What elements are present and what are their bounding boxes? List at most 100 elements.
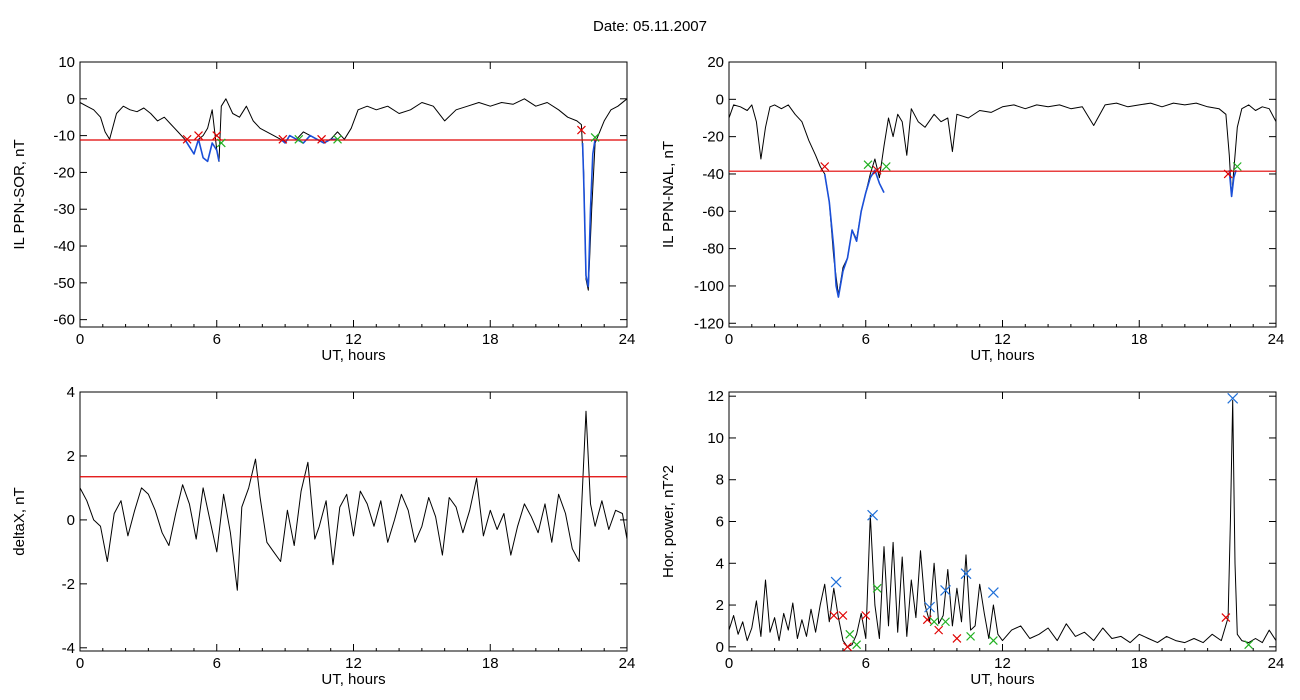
- x-tick-label: 6: [862, 331, 870, 348]
- marker-stroke: [194, 131, 203, 141]
- y-tick-label: -50: [53, 275, 75, 292]
- marker-stroke: [333, 134, 342, 144]
- x-tick-label: 0: [725, 655, 733, 672]
- marker-stroke: [1244, 640, 1254, 650]
- figure-title: Date: 05.11.2007: [593, 18, 707, 35]
- marker-stroke: [829, 611, 839, 620]
- y-tick-label: 0: [716, 639, 724, 656]
- x-tick-label: 0: [725, 331, 733, 348]
- x-tick-label: 12: [345, 655, 362, 672]
- marker-stroke: [317, 134, 327, 144]
- peak-marker: [924, 601, 935, 613]
- marker-stroke: [294, 134, 304, 144]
- panel-sor: 0 6 12 18 24 10 0 -10 -20 -30 -40 -50 -60 UT, hours IL…: [11, 54, 635, 364]
- end-marker: [590, 133, 600, 142]
- event-segment: [581, 139, 596, 288]
- x-tick-label: 18: [1131, 331, 1148, 348]
- y-tick-label: 10: [707, 430, 724, 447]
- end-marker: [966, 631, 976, 641]
- x-tick-label: 6: [862, 655, 870, 672]
- panel-deltax: 0 6 12 18 24 4 2 0 -2 -4 UT, hours deltaX, nT: [11, 384, 635, 688]
- y-tick-label: -60: [702, 203, 724, 220]
- marker-stroke: [212, 131, 222, 141]
- y-tick-label: -20: [53, 164, 75, 181]
- end-marker: [863, 160, 873, 170]
- end-marker: [929, 617, 939, 627]
- x-tick-label: 18: [482, 331, 499, 348]
- end-marker: [881, 162, 891, 171]
- x-tick-label: 0: [76, 331, 84, 348]
- x-axis-label: UT, hours: [970, 347, 1034, 364]
- marker-stroke: [830, 576, 842, 588]
- trace-line: [80, 410, 627, 591]
- y-tick-label: -20: [702, 129, 724, 146]
- y-tick-label: 2: [67, 448, 75, 465]
- marker-stroke: [843, 642, 852, 651]
- marker-stroke: [929, 617, 939, 627]
- marker-stroke: [988, 636, 998, 645]
- y-axis-label: IL PPN-SOR, nT: [11, 139, 28, 249]
- marker-stroke: [182, 134, 192, 144]
- start-marker: [952, 634, 962, 643]
- y-tick-label: 20: [707, 54, 724, 71]
- start-marker: [843, 642, 852, 651]
- y-tick-label: -2: [62, 576, 75, 593]
- y-tick-label: 8: [716, 472, 724, 489]
- y-axis-label: deltaX, nT: [11, 487, 28, 555]
- marker-stroke: [952, 634, 962, 643]
- marker-stroke: [863, 160, 873, 170]
- x-tick-label: 6: [213, 655, 221, 672]
- event-segment: [184, 138, 220, 163]
- x-tick-label: 0: [76, 655, 84, 672]
- marker-stroke: [872, 583, 882, 593]
- start-marker: [829, 611, 839, 620]
- x-tick-label: 24: [619, 331, 636, 348]
- end-marker: [872, 583, 882, 593]
- x-tick-label: 24: [619, 655, 636, 672]
- x-tick-label: 24: [1268, 655, 1285, 672]
- y-tick-label: 0: [67, 91, 75, 108]
- trace-line: [729, 399, 1276, 648]
- plot-area: [80, 98, 627, 291]
- peak-marker: [1227, 392, 1239, 404]
- y-tick-label: -120: [694, 315, 724, 332]
- y-tick-label: 0: [716, 91, 724, 108]
- x-tick-label: 12: [994, 655, 1011, 672]
- y-tick-label: -80: [702, 241, 724, 258]
- end-marker: [941, 617, 950, 627]
- event-segment: [1228, 169, 1237, 198]
- marker-stroke: [1232, 162, 1242, 171]
- end-marker: [333, 134, 342, 144]
- panel-nal: 0 6 12 18 24 20 0 -20 -40 -60 -80 -100 -120 UT, hours…: [660, 54, 1284, 364]
- start-marker: [922, 615, 932, 625]
- peak-marker: [867, 509, 879, 521]
- y-tick-label: 4: [67, 384, 75, 401]
- marker-stroke: [852, 640, 862, 650]
- peak-marker: [987, 587, 999, 598]
- y-tick-label: 6: [716, 514, 724, 531]
- end-marker: [216, 138, 226, 148]
- y-tick-label: 4: [716, 555, 724, 572]
- marker-stroke: [216, 138, 226, 148]
- plot-area: [80, 410, 627, 591]
- plot-frame: [728, 391, 1277, 652]
- y-tick-label: -4: [62, 640, 75, 657]
- plot-frame: [79, 61, 628, 328]
- x-axis-label: UT, hours: [321, 347, 385, 364]
- y-tick-label: 12: [707, 388, 724, 405]
- marker-stroke: [845, 629, 855, 639]
- start-marker: [576, 125, 586, 135]
- y-tick-label: -40: [53, 238, 75, 255]
- plot-frame: [79, 391, 628, 652]
- marker-stroke: [867, 509, 879, 521]
- marker-stroke: [940, 585, 951, 596]
- marker-stroke: [987, 587, 999, 598]
- y-tick-label: -10: [53, 128, 75, 145]
- marker-stroke: [576, 125, 586, 135]
- y-tick-label: -40: [702, 166, 724, 183]
- start-marker: [182, 134, 192, 144]
- start-marker: [317, 134, 327, 144]
- marker-stroke: [872, 165, 882, 175]
- start-marker: [194, 131, 203, 141]
